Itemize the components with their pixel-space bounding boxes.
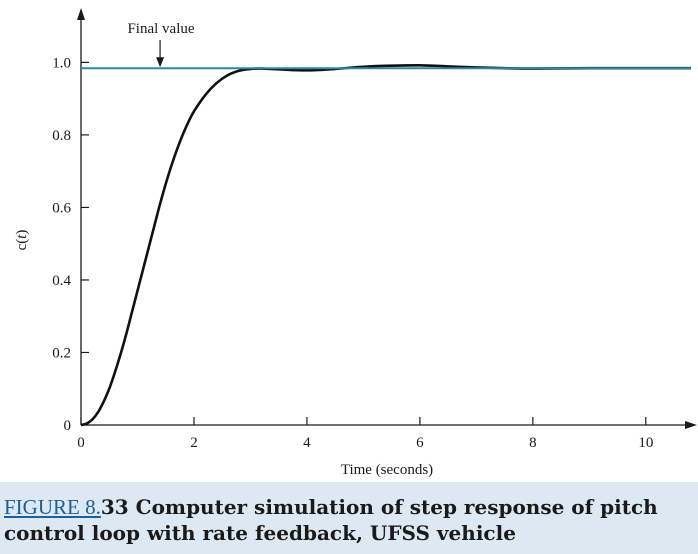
y-axis-label-suffix: ) bbox=[14, 230, 30, 235]
figure-label: FIGURE 8. bbox=[4, 495, 101, 519]
final-value-arrowhead bbox=[156, 57, 165, 68]
x-tick-label: 2 bbox=[190, 435, 198, 451]
chart-marks: 0 2 4 6 8 10 0 0.2 0.4 0.6 0.8 1.0 bbox=[52, 8, 697, 451]
y-tick-label: 0.2 bbox=[52, 345, 71, 361]
step-response-chart: 0 2 4 6 8 10 0 0.2 0.4 0.6 0.8 1.0 c(t) Time (secon… bbox=[14, 8, 697, 478]
y-axis-arrowhead bbox=[77, 8, 85, 20]
plot-panel: 0 2 4 6 8 10 0 0.2 0.4 0.6 0.8 1.0 c(t) Time (secon… bbox=[0, 0, 698, 482]
figure-caption: FIGURE 8.33 Computer simulation of step … bbox=[4, 494, 694, 546]
y-tick-label: 0.8 bbox=[52, 128, 71, 144]
figure-number-link[interactable]: FIGURE 8. bbox=[4, 495, 101, 519]
x-tick-label: 6 bbox=[416, 435, 424, 451]
svg-text:c(t): c(t) bbox=[14, 230, 30, 251]
step-response-line bbox=[80, 63, 691, 427]
y-tick-label: 1.0 bbox=[52, 55, 71, 71]
y-axis-label-prefix: c( bbox=[14, 239, 30, 251]
x-axis-label: Time (seconds) bbox=[341, 462, 433, 478]
caption-text: Computer simulation of step response of … bbox=[4, 495, 658, 545]
y-axis-label: c(t) bbox=[14, 230, 30, 251]
y-tick-label: 0.4 bbox=[52, 273, 71, 289]
figure-number: 33 bbox=[100, 495, 129, 519]
final-value-annotation: Final value bbox=[127, 21, 194, 37]
x-tick-label: 0 bbox=[77, 435, 85, 451]
x-tick-label: 8 bbox=[529, 435, 537, 451]
x-tick-label: 10 bbox=[638, 435, 653, 451]
y-tick-label: 0.6 bbox=[52, 200, 71, 216]
x-axis-arrowhead bbox=[685, 421, 697, 429]
y-tick-label: 0 bbox=[64, 418, 72, 434]
x-tick-label: 4 bbox=[303, 435, 311, 451]
y-axis-label-variable: t bbox=[14, 234, 30, 239]
